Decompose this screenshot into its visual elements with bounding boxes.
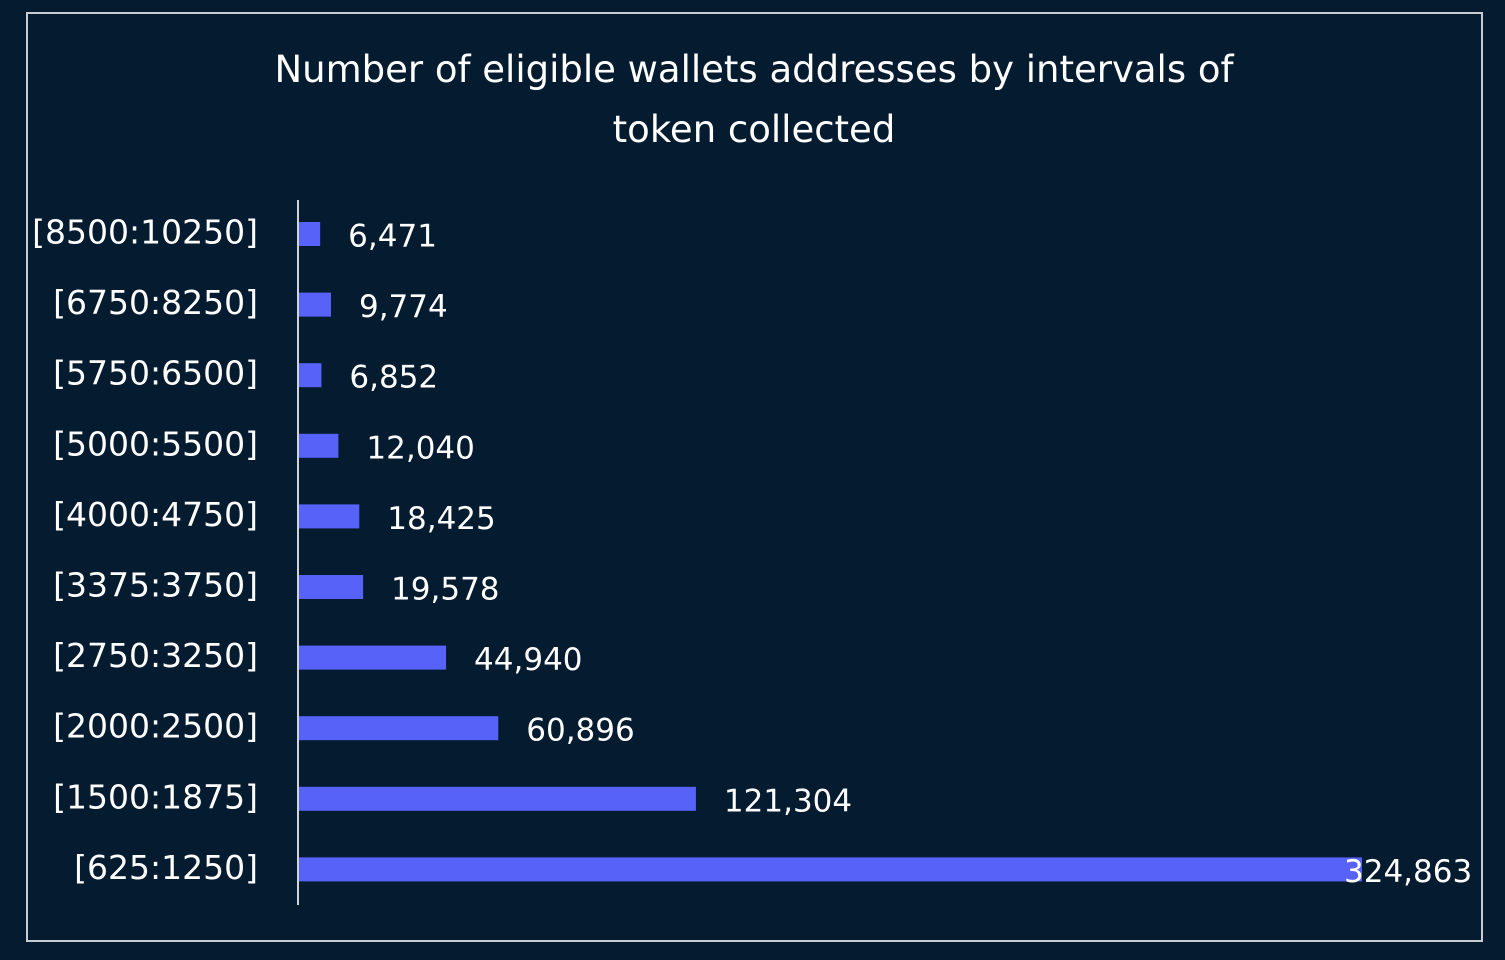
value-label: 19,578 (391, 572, 499, 608)
y-tick-label: [4000:4750] (53, 495, 258, 534)
value-label: 6,471 (348, 219, 437, 255)
bar (299, 716, 499, 741)
bar (299, 857, 1362, 882)
value-label: 18,425 (387, 501, 495, 537)
y-tick-label: [5750:6500] (53, 354, 258, 393)
frame (26, 12, 1483, 942)
value-label: 324,863 (1344, 854, 1472, 890)
y-tick-label: [2750:3250] (53, 636, 258, 675)
y-tick-label: [2000:2500] (53, 707, 258, 746)
value-label: 60,896 (526, 713, 634, 749)
bar (299, 222, 321, 246)
y-tick-label: [625:1250] (74, 848, 258, 887)
y-tick-label: [5000:5500] (53, 424, 258, 463)
bar (299, 292, 331, 317)
y-tick-label: [8500:10250] (32, 213, 258, 252)
bar (299, 504, 360, 529)
y-tick-label: [1500:1875] (53, 777, 258, 816)
bar (299, 363, 322, 388)
bar (299, 575, 364, 599)
bar (299, 786, 696, 811)
value-label: 121,304 (724, 783, 852, 819)
y-tick-label: [6750:8250] (53, 283, 258, 322)
bar (299, 433, 339, 458)
value-label: 6,852 (349, 360, 438, 396)
chart-title: Number of eligible wallets addresses by … (274, 48, 1234, 151)
value-label: 44,940 (474, 642, 582, 678)
y-tick-label: [3375:3750] (53, 566, 258, 605)
bar (299, 645, 447, 670)
value-label: 9,774 (359, 289, 448, 325)
value-label: 12,040 (366, 430, 474, 466)
